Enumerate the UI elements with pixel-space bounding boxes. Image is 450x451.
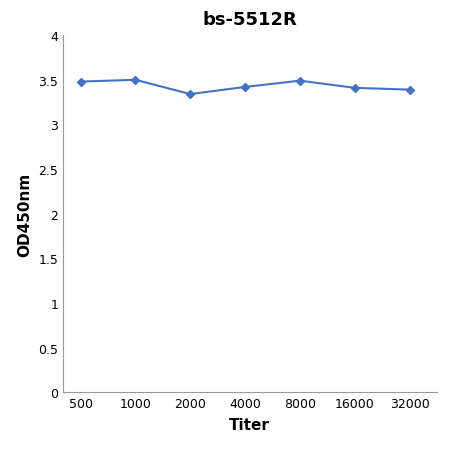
Y-axis label: OD450nm: OD450nm [18,172,32,256]
X-axis label: Titer: Titer [230,417,270,432]
Title: bs-5512R: bs-5512R [202,11,297,29]
